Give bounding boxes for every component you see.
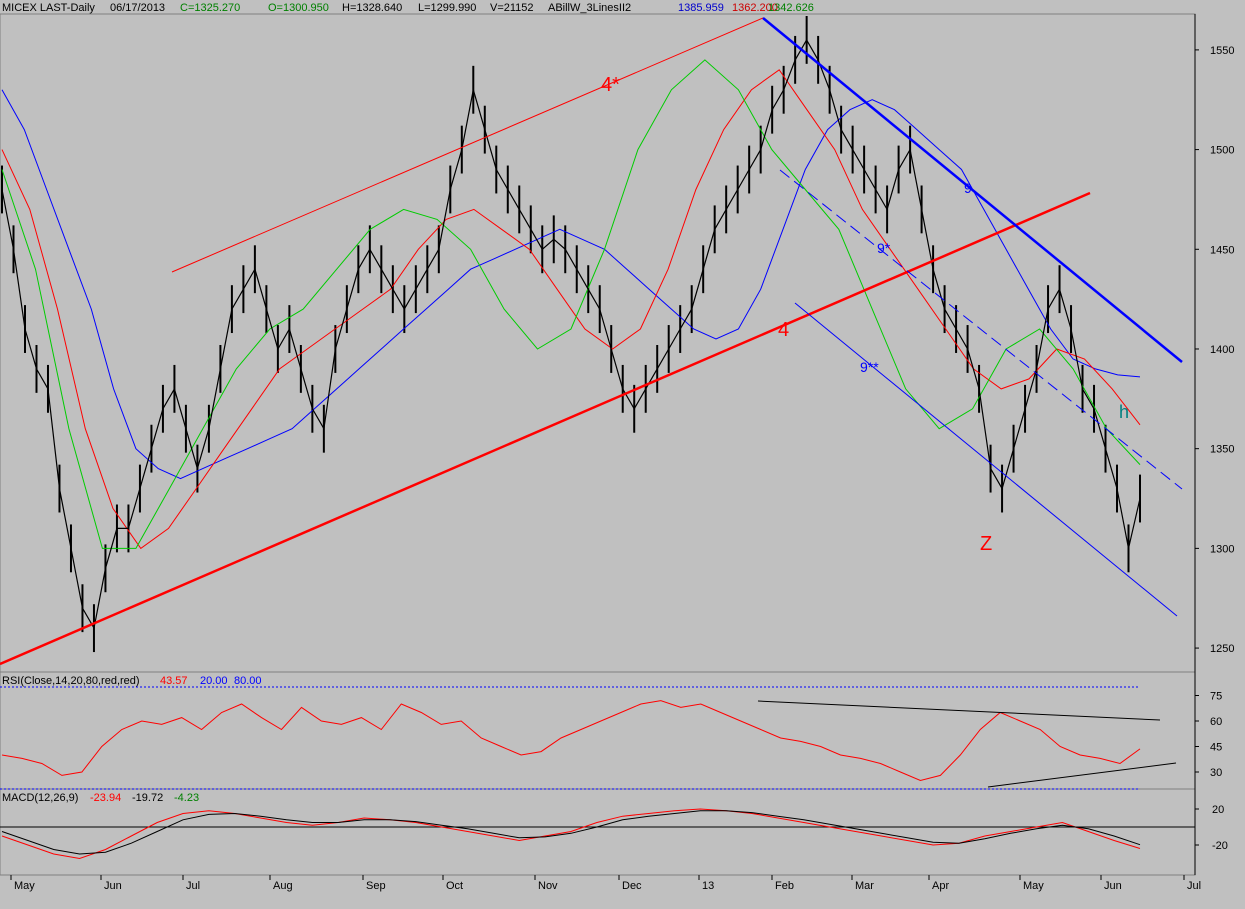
rsi-value: 43.57 <box>160 675 188 687</box>
label-z: Z <box>980 533 992 555</box>
rsi-axis: 30 45 60 75 <box>1195 691 1222 779</box>
rsi-low: 20.00 <box>200 675 228 687</box>
month-label: Jul <box>1187 880 1201 892</box>
macd-label: MACD(12,26,9) <box>2 792 78 804</box>
header-close: C=1325.270 <box>180 2 240 14</box>
month-label: Sep <box>366 880 386 892</box>
price-axis: 1250 1300 1350 1400 1450 1500 1550 <box>1195 45 1234 655</box>
price-tick-label: 1500 <box>1210 145 1234 157</box>
label-9: 9 <box>964 180 972 196</box>
label-h: h <box>1119 402 1129 422</box>
macd-value: -23.94 <box>90 792 121 804</box>
macd-line <box>1 808 1141 860</box>
rsi-high: 80.00 <box>234 675 262 687</box>
macd-tick-label: 20 <box>1212 804 1224 816</box>
rsi-panel <box>0 671 1196 790</box>
header-high: H=1328.640 <box>342 2 402 14</box>
header-ind-red: 1362.200 <box>732 2 778 14</box>
header-date: 06/17/2013 <box>110 2 165 14</box>
month-label: Jun <box>104 880 122 892</box>
macd-signal-line <box>1 810 1141 855</box>
month-label: May <box>1023 880 1044 892</box>
rsi-tick-label: 75 <box>1210 691 1222 703</box>
month-label: 13 <box>702 880 714 892</box>
month-label: Aug <box>273 880 293 892</box>
rsi-tick-label: 45 <box>1210 742 1222 754</box>
month-label: Dec <box>622 880 642 892</box>
price-tick-label: 1400 <box>1210 344 1234 356</box>
month-label: Jun <box>1104 880 1122 892</box>
macd-panel <box>0 788 1196 876</box>
macd-signal-value: -19.72 <box>132 792 163 804</box>
rsi-tick-label: 60 <box>1210 716 1222 728</box>
ma-red-line <box>1 69 1141 550</box>
macd-tick-label: -20 <box>1212 840 1228 852</box>
price-tick-label: 1250 <box>1210 643 1234 655</box>
header-volume: V=21152 <box>490 2 534 14</box>
macd-axis: 20 -20 <box>1195 804 1228 852</box>
price-tick-label: 1450 <box>1210 244 1234 256</box>
header-low: L=1299.990 <box>418 2 476 14</box>
price-tick-label: 1300 <box>1210 543 1234 555</box>
header-ind-green: 1342.626 <box>768 2 814 14</box>
price-close-line <box>1 38 1141 630</box>
rsi-trend-upper <box>757 700 1161 721</box>
label-4: 4 <box>778 319 789 341</box>
month-axis: May Jun Jul Aug Sep Oct Nov Dec 13 Feb Mar Apr May Ju… <box>10 875 1201 892</box>
rsi-trend-lower <box>987 762 1177 788</box>
rsi-tick-label: 30 <box>1210 767 1222 779</box>
month-label: Oct <box>446 880 463 892</box>
month-label: May <box>14 880 35 892</box>
month-label: Mar <box>855 880 874 892</box>
price-panel <box>0 13 1196 673</box>
rsi-line <box>1 700 1141 782</box>
price-tick-label: 1550 <box>1210 45 1234 57</box>
trendline-9-2star <box>794 302 1178 617</box>
label-4-star: 4* <box>601 74 620 96</box>
label-9-2star: 9** <box>860 359 879 375</box>
header-ind-blue: 1385.959 <box>678 2 724 14</box>
header-indicator: ABillW_3LinesII2 <box>548 2 631 14</box>
trendline-9-star <box>779 169 1183 490</box>
month-label: Jul <box>186 880 200 892</box>
label-9-star: 9* <box>877 240 891 256</box>
header-symbol: MICEX LAST-Daily <box>2 2 95 14</box>
rsi-label: RSI(Close,14,20,80,red,red) <box>2 675 140 687</box>
month-label: Apr <box>932 880 949 892</box>
trendline-9 <box>762 17 1183 363</box>
macd-hist-value: -4.23 <box>174 792 199 804</box>
ma-blue-line <box>1 89 1141 480</box>
price-tick-label: 1350 <box>1210 444 1234 456</box>
header-open: O=1300.950 <box>268 2 329 14</box>
trendline-4-star <box>171 17 764 273</box>
month-label: Feb <box>775 880 794 892</box>
month-label: Nov <box>538 880 558 892</box>
